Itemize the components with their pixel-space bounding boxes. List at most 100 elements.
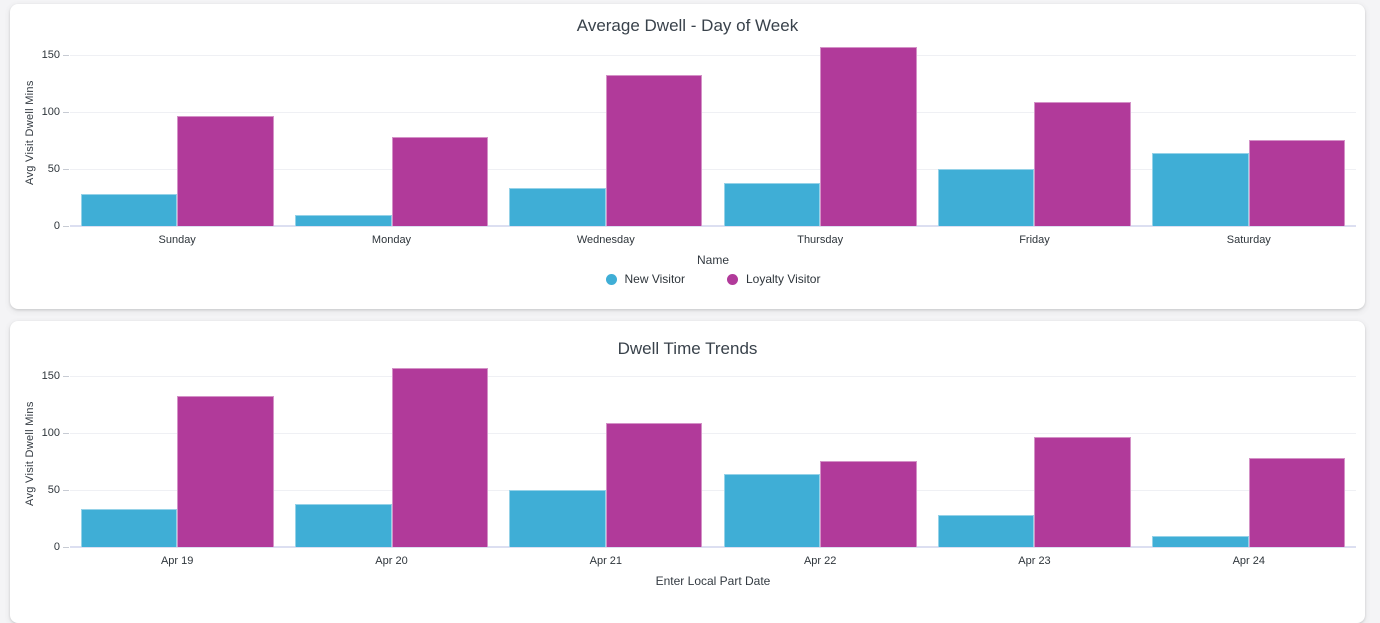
bars [70, 361, 1356, 547]
bar-new-visitor[interactable] [80, 194, 178, 226]
x-tick-label: Saturday [1226, 234, 1271, 246]
chart-card-dwell-time-trends: Dwell Time Trends Avg Visit Dwell Mins 0… [10, 321, 1365, 623]
x-tick-label: Apr 21 [589, 555, 623, 567]
bar-group [938, 361, 1131, 547]
bar-new-visitor[interactable] [509, 489, 606, 547]
x-tick-label: Apr 19 [160, 555, 194, 567]
x-tick-label: Monday [371, 234, 412, 246]
y-axis-ticks: 0 50 100 150 [34, 361, 60, 553]
bar-group [80, 361, 274, 547]
gridlines [63, 40, 1356, 227]
category-slot [713, 40, 927, 226]
x-tick-label: Apr 23 [1018, 555, 1051, 567]
x-axis-ticks: Sunday Monday Wednesday Thursday Friday Satur… [70, 234, 1356, 246]
x-tick-label: Thursday [797, 234, 844, 246]
category-slot [927, 361, 1141, 547]
category-slot [499, 40, 713, 226]
y-tickmark [63, 226, 69, 227]
legend: New Visitor Loyalty Visitor [70, 272, 1356, 286]
x-tick-label: Friday [1019, 234, 1050, 246]
bar-group [938, 40, 1131, 226]
gridline [70, 54, 1356, 56]
bar-loyalty-visitor[interactable] [177, 116, 274, 226]
legend-dot-icon [605, 273, 617, 285]
bar-loyalty-visitor[interactable] [177, 396, 274, 547]
bars [70, 40, 1356, 226]
bar-new-visitor[interactable] [1152, 152, 1249, 226]
category-slot [499, 361, 713, 547]
y-tickmark [63, 168, 69, 170]
x-axis-baseline [70, 546, 1356, 548]
legend-label: New Visitor [624, 272, 685, 286]
bar-loyalty-visitor[interactable] [820, 461, 917, 547]
gridline [70, 489, 1356, 491]
bar-new-visitor[interactable] [938, 515, 1035, 547]
legend-label: Loyalty Visitor [745, 272, 821, 286]
gridline [70, 111, 1356, 113]
chart-title: Dwell Time Trends [617, 339, 758, 358]
category-slot [713, 361, 927, 547]
bar-new-visitor[interactable] [295, 214, 392, 226]
x-tick-label: Apr 24 [1232, 555, 1266, 567]
category-slot [70, 40, 284, 226]
legend-item-new-visitor[interactable]: New Visitor [605, 272, 685, 286]
category-slot [284, 361, 498, 547]
bar-loyalty-visitor[interactable] [391, 367, 488, 547]
y-tick-label: 50 [47, 162, 60, 175]
bar-new-visitor[interactable] [80, 509, 178, 547]
x-axis-label: Name [696, 253, 729, 267]
category-slot [1142, 40, 1356, 226]
x-tick-label: Sunday [158, 234, 196, 246]
bar-group [509, 40, 703, 226]
y-tickmark [63, 54, 69, 56]
plot-area [63, 40, 1356, 227]
bar-group [1152, 40, 1346, 226]
y-tickmark [63, 111, 69, 113]
chart-title: Average Dwell - Day of Week [576, 16, 799, 35]
y-tick-label: 100 [41, 105, 60, 118]
gridline [70, 168, 1356, 170]
category-slot [927, 40, 1141, 226]
chart-card-average-dwell: Average Dwell - Day of Week Avg Visit Dw… [10, 4, 1365, 309]
category-slot [1142, 361, 1356, 547]
legend-item-loyalty-visitor[interactable]: Loyalty Visitor [726, 272, 821, 286]
category-slot [70, 361, 284, 547]
bar-loyalty-visitor[interactable] [1034, 437, 1131, 547]
gridline [70, 432, 1356, 434]
bar-new-visitor[interactable] [1152, 535, 1249, 547]
bar-chart-average-dwell-day-of-week: Average Dwell - Day of Week Avg Visit Dw… [10, 4, 1365, 309]
bar-loyalty-visitor[interactable] [1248, 458, 1346, 547]
bar-loyalty-visitor[interactable] [1248, 140, 1346, 226]
x-tick-label: Apr 22 [803, 555, 837, 567]
gridlines [63, 361, 1356, 548]
legend-dot-icon [726, 273, 738, 285]
x-tick-label: Wednesday [576, 234, 635, 246]
bar-loyalty-visitor[interactable] [1034, 101, 1131, 226]
bar-new-visitor[interactable] [509, 188, 606, 226]
bar-new-visitor[interactable] [938, 168, 1035, 226]
category-slot [284, 40, 498, 226]
x-axis-label: Enter Local Part Date [655, 574, 771, 588]
bar-group [509, 361, 703, 547]
x-tick-label: Apr 20 [375, 555, 408, 567]
bar-new-visitor[interactable] [295, 503, 392, 547]
bar-loyalty-visitor[interactable] [605, 422, 703, 547]
bar-loyalty-visitor[interactable] [605, 75, 703, 226]
y-tickmark [63, 375, 69, 377]
bar-group [1152, 361, 1346, 547]
y-tickmark [63, 547, 69, 548]
y-tick-label: 0 [53, 220, 60, 232]
bar-loyalty-visitor[interactable] [820, 46, 917, 226]
bar-group [80, 40, 274, 226]
bar-group [723, 40, 917, 226]
bar-new-visitor[interactable] [723, 182, 821, 226]
bar-group [723, 361, 917, 547]
bar-group [295, 361, 488, 547]
y-tickmark [63, 489, 69, 491]
gridline [70, 375, 1356, 377]
plot-area [63, 361, 1356, 548]
y-tickmark [63, 432, 69, 434]
x-axis-baseline [70, 225, 1356, 227]
bar-new-visitor[interactable] [723, 473, 821, 547]
bar-loyalty-visitor[interactable] [391, 137, 488, 226]
